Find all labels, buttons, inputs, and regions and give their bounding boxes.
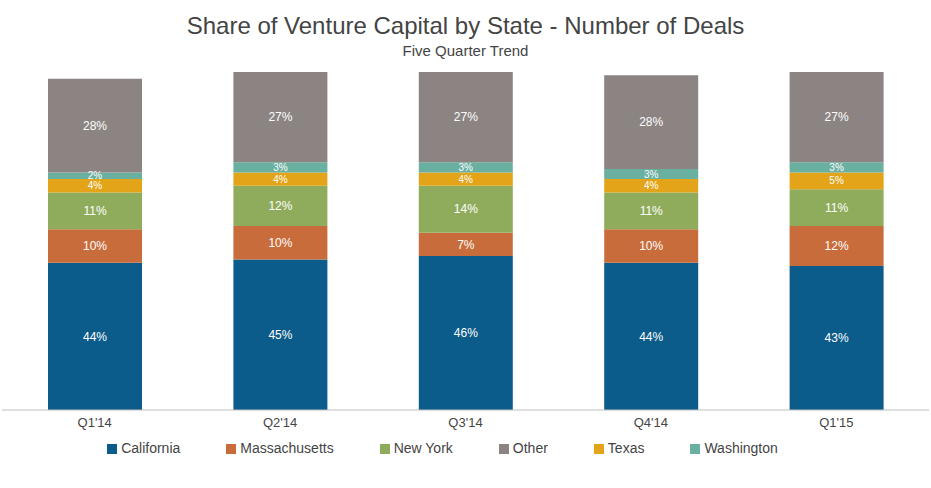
html-text:Other: Other xyxy=(512,440,548,456)
svg-text:43%: 43% xyxy=(825,331,849,345)
svg-text:3%: 3% xyxy=(829,162,844,173)
html-text:Share of Venture Capital by St: Share of Venture Capital by State - Numb… xyxy=(186,12,745,39)
svg-text:27%: 27% xyxy=(825,110,849,124)
svg-text:2%: 2% xyxy=(88,170,103,181)
html-text:Five Quarter Trend: Five Quarter Trend xyxy=(402,42,529,59)
svg-text:11%: 11% xyxy=(640,204,663,218)
svg-text:4%: 4% xyxy=(88,180,103,191)
svg-text:27%: 27% xyxy=(268,110,292,124)
svg-text:10%: 10% xyxy=(639,239,663,253)
svg-text:10%: 10% xyxy=(268,236,292,250)
svg-text:14%: 14% xyxy=(454,202,478,216)
svg-text:Q3'14: Q3'14 xyxy=(448,415,482,430)
html-text:Texas: Texas xyxy=(607,440,645,456)
html-text:Washington: Washington xyxy=(704,440,778,456)
svg-text:5%: 5% xyxy=(829,175,844,186)
svg-text:4%: 4% xyxy=(459,174,474,185)
svg-text:10%: 10% xyxy=(83,239,107,253)
svg-text:3%: 3% xyxy=(459,162,474,173)
html-text:Massachusetts: Massachusetts xyxy=(240,440,334,456)
html-text:New York: New York xyxy=(393,440,453,456)
svg-text:7%: 7% xyxy=(457,238,475,252)
svg-text:45%: 45% xyxy=(268,328,292,342)
svg-text:3%: 3% xyxy=(644,169,659,180)
svg-text:12%: 12% xyxy=(268,199,292,213)
svg-text:28%: 28% xyxy=(83,119,107,133)
svg-text:44%: 44% xyxy=(83,330,107,344)
svg-text:4%: 4% xyxy=(644,180,659,191)
svg-text:27%: 27% xyxy=(454,110,478,124)
svg-text:46%: 46% xyxy=(454,326,478,340)
svg-text:Q2'14: Q2'14 xyxy=(263,415,297,430)
svg-text:4%: 4% xyxy=(273,174,288,185)
svg-text:11%: 11% xyxy=(83,204,106,218)
html-text:California: California xyxy=(121,440,181,456)
svg-text:28%: 28% xyxy=(639,115,663,129)
svg-text:11%: 11% xyxy=(825,201,848,215)
svg-text:3%: 3% xyxy=(273,162,288,173)
svg-text:Q1'15: Q1'15 xyxy=(819,415,853,430)
svg-text:12%: 12% xyxy=(825,239,849,253)
svg-text:Q1'14: Q1'14 xyxy=(78,415,112,430)
svg-text:44%: 44% xyxy=(639,330,663,344)
svg-text:Q4'14: Q4'14 xyxy=(634,415,668,430)
